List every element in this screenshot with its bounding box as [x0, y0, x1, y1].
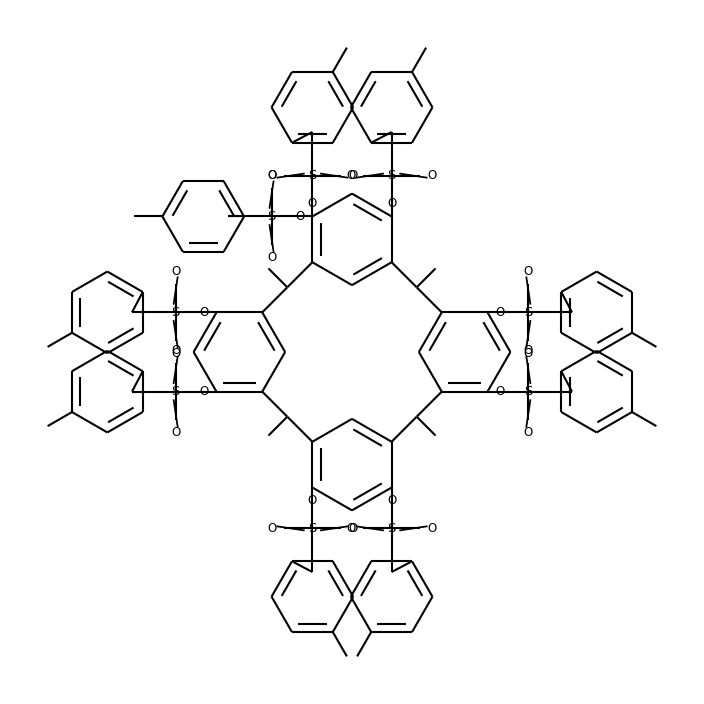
Text: O: O [295, 210, 304, 223]
Text: O: O [524, 426, 533, 439]
Text: S: S [387, 522, 396, 535]
Text: S: S [524, 385, 532, 398]
Text: O: O [171, 346, 180, 360]
Text: O: O [348, 169, 358, 182]
Text: O: O [346, 169, 356, 182]
Text: O: O [387, 197, 396, 210]
Text: O: O [308, 197, 317, 210]
Text: S: S [268, 210, 276, 223]
Text: O: O [308, 494, 317, 507]
Text: O: O [348, 522, 358, 535]
Text: O: O [171, 344, 180, 358]
Text: O: O [524, 346, 533, 360]
Text: O: O [171, 265, 180, 278]
Text: O: O [524, 265, 533, 278]
Text: O: O [524, 344, 533, 358]
Text: S: S [308, 169, 317, 182]
Text: O: O [267, 169, 276, 182]
Text: S: S [308, 522, 317, 535]
Text: O: O [267, 522, 276, 535]
Text: O: O [496, 385, 505, 398]
Text: O: O [267, 251, 276, 264]
Text: O: O [199, 385, 208, 398]
Text: O: O [428, 522, 437, 535]
Text: O: O [171, 426, 180, 439]
Text: O: O [428, 169, 437, 182]
Text: O: O [346, 522, 356, 535]
Text: S: S [172, 306, 180, 319]
Text: O: O [267, 169, 276, 182]
Text: O: O [496, 306, 505, 319]
Text: S: S [387, 169, 396, 182]
Text: S: S [172, 385, 180, 398]
Text: O: O [387, 494, 396, 507]
Text: S: S [524, 306, 532, 319]
Text: O: O [199, 306, 208, 319]
